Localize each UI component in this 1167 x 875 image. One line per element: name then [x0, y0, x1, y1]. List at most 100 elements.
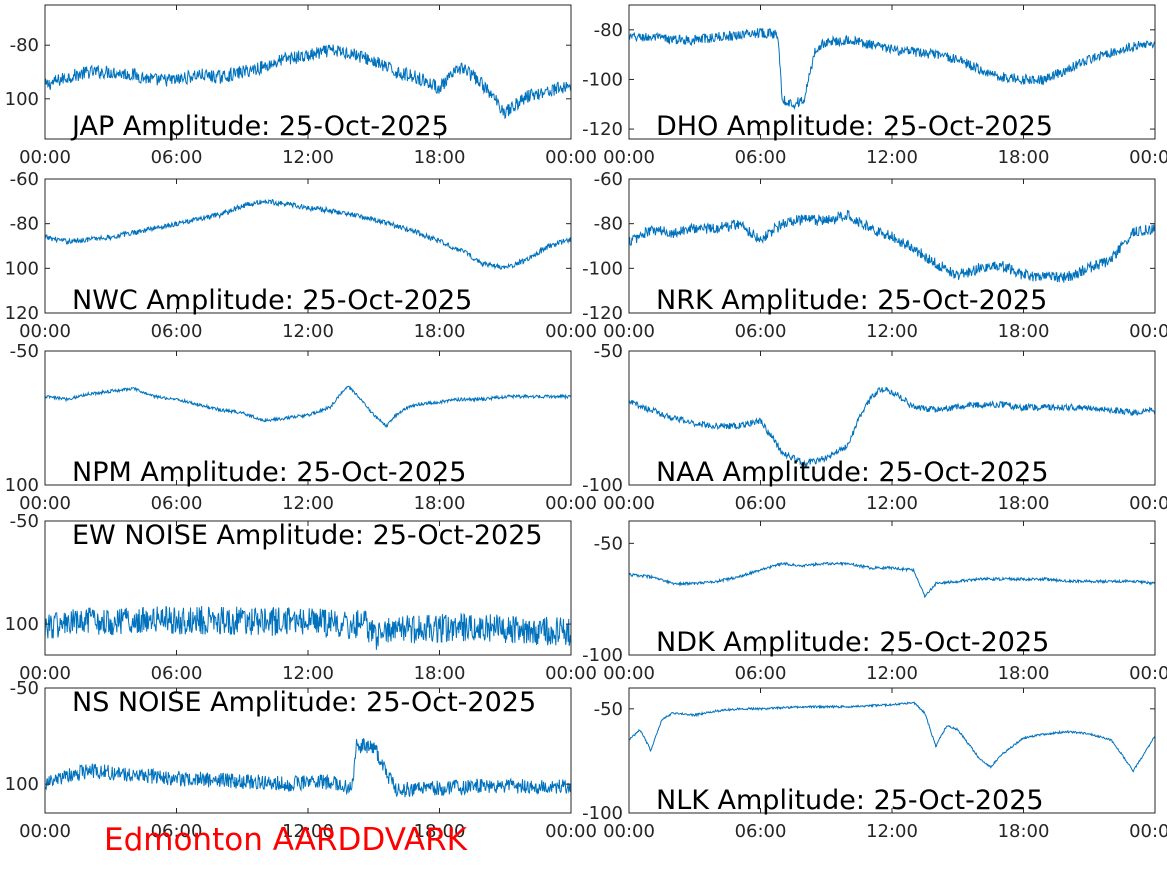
y-tick-label: 100	[5, 89, 39, 110]
y-tick-label: -100	[582, 69, 623, 90]
panel-title: NLK Amplitude: 25-Oct-2025	[656, 785, 1044, 816]
x-tick-label: 12:00	[866, 663, 918, 684]
x-tick-label: 12:00	[282, 821, 334, 842]
x-tick-label: 00:00	[545, 663, 597, 684]
x-tick-label: 06:00	[735, 493, 787, 514]
panel-title: NRK Amplitude: 25-Oct-2025	[656, 285, 1047, 316]
y-tick-label: 100	[5, 774, 39, 795]
y-tick-label: -100	[582, 475, 623, 496]
amplitude-trace	[629, 561, 1155, 599]
x-tick-label: 00:00	[19, 821, 71, 842]
x-tick-label: 12:00	[866, 321, 918, 342]
amplitude-trace	[45, 44, 571, 120]
y-tick-label: -120	[582, 303, 623, 324]
panel-nlk: 00:00 06:00 12:00 18:00 00:00 -50 -100 NLK Ampl…	[582, 687, 1167, 842]
x-tick-label: 00:00	[603, 821, 655, 842]
amplitude-trace	[45, 737, 571, 798]
x-tick-label: 06:00	[735, 821, 787, 842]
x-tick-label: 00:00	[19, 493, 71, 514]
panel-title: JAP Amplitude: 25-Oct-2025	[70, 111, 449, 142]
y-tick-label: -50	[594, 533, 623, 554]
y-tick-label: -80	[10, 214, 39, 235]
x-tick-label: 00:00	[19, 663, 71, 684]
y-tick-label: 100	[5, 475, 39, 496]
x-tick-label: 06:00	[151, 821, 203, 842]
panel-jap: 00:00 06:00 12:00 18:00 00:00 -80 100 JAP Ampli…	[5, 4, 597, 168]
panel-ew-noise: 00:00 06:00 12:00 18:00 00:00 -50 100 EW NOISE …	[5, 511, 597, 684]
x-tick-label: 18:00	[414, 321, 466, 342]
x-tick-label: 18:00	[414, 663, 466, 684]
x-tick-label: 12:00	[282, 663, 334, 684]
x-tick-label: 18:00	[414, 493, 466, 514]
x-tick-label: 06:00	[151, 321, 203, 342]
x-tick-label: 00:00	[545, 493, 597, 514]
y-tick-label: 120	[5, 303, 39, 324]
amplitude-trace	[629, 209, 1155, 283]
y-tick-label: -60	[10, 169, 39, 190]
x-tick-label: 18:00	[414, 147, 466, 168]
amplitude-trace	[629, 27, 1155, 111]
y-tick-label: -120	[582, 119, 623, 140]
x-tick-label: 00:00	[1129, 147, 1167, 168]
panel-title: NPM Amplitude: 25-Oct-2025	[72, 457, 466, 488]
amplitude-trace	[629, 386, 1155, 468]
y-tick-label: -50	[594, 341, 623, 362]
panel-naa: 00:00 06:00 12:00 18:00 00:00 -50 -100 NAA Ampl…	[582, 341, 1167, 514]
y-tick-label: -50	[10, 511, 39, 532]
x-tick-label: 18:00	[998, 493, 1050, 514]
x-tick-label: 00:00	[603, 493, 655, 514]
y-tick-label: -100	[582, 258, 623, 279]
panel-title: NWC Amplitude: 25-Oct-2025	[72, 285, 472, 316]
x-tick-label: 18:00	[998, 821, 1050, 842]
amplitude-trace	[45, 385, 571, 429]
x-tick-label: 00:00	[603, 321, 655, 342]
y-tick-label: -80	[594, 20, 623, 41]
panel-title: NDK Amplitude: 25-Oct-2025	[656, 627, 1049, 658]
x-tick-label: 06:00	[151, 663, 203, 684]
panel-title: NS NOISE Amplitude: 25-Oct-2025	[72, 687, 536, 718]
y-tick-label: -80	[594, 214, 623, 235]
x-tick-label: 00:00	[19, 321, 71, 342]
x-tick-label: 06:00	[151, 493, 203, 514]
x-tick-label: 00:00	[1129, 493, 1167, 514]
x-tick-label: 12:00	[866, 821, 918, 842]
panel-ns-noise: 00:00 06:00 12:00 18:00 00:00 -50 100 NS NOISE …	[5, 678, 597, 842]
panel-npm: 00:00 06:00 12:00 18:00 00:00 -50 100 NPM Ampli…	[5, 341, 597, 514]
panel-nrk: 00:00 06:00 12:00 18:00 00:00 -60 -80 -100 -120 N…	[582, 169, 1167, 342]
y-tick-label: 100	[5, 614, 39, 635]
x-tick-label: 12:00	[866, 147, 918, 168]
panel-dho: 00:00 06:00 12:00 18:00 00:00 -80 -100 -120 DHO …	[582, 4, 1167, 168]
x-tick-label: 12:00	[282, 147, 334, 168]
x-tick-label: 06:00	[735, 321, 787, 342]
x-tick-label: 00:00	[1129, 321, 1167, 342]
x-tick-label: 00:00	[603, 147, 655, 168]
x-tick-label: 18:00	[998, 321, 1050, 342]
x-tick-label: 00:00	[545, 821, 597, 842]
x-tick-label: 06:00	[735, 147, 787, 168]
y-tick-label: -50	[10, 678, 39, 699]
x-tick-label: 06:00	[151, 147, 203, 168]
x-tick-label: 00:00	[603, 663, 655, 684]
y-tick-label: -50	[10, 341, 39, 362]
y-tick-label: 100	[5, 258, 39, 279]
y-tick-label: -50	[594, 699, 623, 720]
x-tick-label: 18:00	[998, 663, 1050, 684]
y-tick-label: -60	[594, 169, 623, 190]
panel-nwc: 00:00 06:00 12:00 18:00 00:00 -60 -80 100 120 NWC…	[5, 169, 597, 342]
x-tick-label: 00:00	[1129, 821, 1167, 842]
x-tick-label: 00:00	[545, 321, 597, 342]
x-tick-label: 12:00	[866, 493, 918, 514]
x-tick-label: 18:00	[998, 147, 1050, 168]
x-tick-label: 06:00	[735, 663, 787, 684]
amplitude-trace	[629, 701, 1155, 773]
x-tick-label: 00:00	[1129, 663, 1167, 684]
panel-title: DHO Amplitude: 25-Oct-2025	[656, 111, 1053, 142]
x-tick-label: 00:00	[545, 147, 597, 168]
panel-ndk: 00:00 06:00 12:00 18:00 00:00 -50 -100 NDK Ampl…	[582, 520, 1167, 684]
x-tick-label: 12:00	[282, 493, 334, 514]
y-tick-label: -100	[582, 645, 623, 666]
panel-title: NAA Amplitude: 25-Oct-2025	[656, 457, 1049, 488]
x-tick-label: 00:00	[19, 147, 71, 168]
station-label: Edmonton AARDDVARK	[104, 822, 468, 858]
